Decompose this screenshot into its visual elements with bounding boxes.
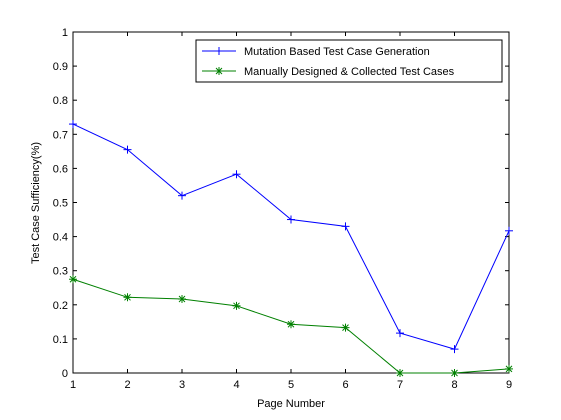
series-2-point	[287, 320, 295, 328]
y-tick-label: 0.1	[53, 334, 68, 346]
x-tick-label: 9	[506, 379, 512, 391]
x-tick-label: 7	[397, 379, 403, 391]
y-tick-label: 0.5	[53, 198, 68, 210]
y-axis-label: Test Case Sufficiency(%)	[30, 142, 42, 264]
x-tick-label: 5	[288, 379, 294, 391]
y-tick-label: 0.7	[53, 129, 68, 141]
y-tick-label: 0.6	[53, 163, 68, 175]
y-tick-label: 0.4	[53, 232, 68, 244]
y-tick-label: 0.9	[53, 61, 68, 73]
x-tick-label: 3	[179, 379, 185, 391]
legend-swatch-marker	[215, 67, 223, 75]
y-tick-label: 0.8	[53, 95, 68, 107]
x-axis-label: Page Number	[257, 398, 325, 410]
y-tick-label: 0.3	[53, 266, 68, 278]
series-2-point	[69, 275, 77, 283]
y-tick-label: 1	[62, 27, 68, 39]
x-tick-label: 8	[451, 379, 457, 391]
x-tick-label: 4	[233, 379, 239, 391]
series-2-point	[178, 295, 186, 303]
y-tick-label: 0.2	[53, 300, 68, 312]
legend-label: Mutation Based Test Case Generation	[244, 46, 430, 58]
series-2-point	[451, 369, 459, 377]
series-2-point	[233, 302, 241, 310]
series-2-point	[342, 324, 350, 332]
series-2-point	[124, 293, 132, 301]
x-tick-label: 1	[70, 379, 76, 391]
x-tick-label: 6	[342, 379, 348, 391]
legend-label: Manually Designed & Collected Test Cases	[244, 66, 455, 78]
y-tick-label: 0	[62, 368, 68, 380]
series-2-point	[505, 365, 513, 373]
x-tick-label: 2	[124, 379, 130, 391]
series-2-point	[396, 369, 404, 377]
